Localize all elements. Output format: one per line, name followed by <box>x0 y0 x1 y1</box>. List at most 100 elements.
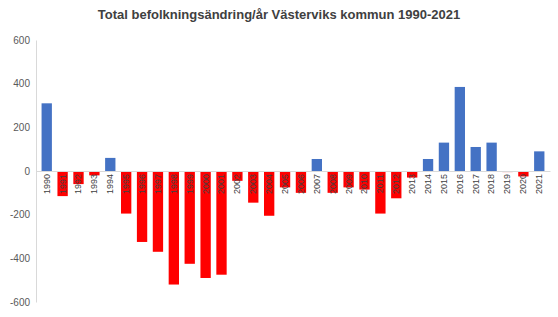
y-tick-label: -400 <box>10 253 30 264</box>
bar <box>312 159 322 171</box>
x-tick-label: 2015 <box>439 174 449 194</box>
bar <box>200 171 210 278</box>
x-tick: 2020 <box>518 174 528 194</box>
x-tick-label: 2019 <box>502 174 512 194</box>
bar <box>471 147 481 171</box>
x-tick: 2003 <box>248 174 258 194</box>
x-tick-label: 2008 <box>328 174 338 194</box>
x-tick-label: 1995 <box>121 174 131 194</box>
bar <box>534 151 544 171</box>
y-tick: 200 <box>13 122 36 133</box>
bar <box>486 143 496 171</box>
x-tick: 2014 <box>423 174 433 194</box>
title: Total befolkningsändring/år Västerviks k… <box>98 7 460 22</box>
x-tick: 1993 <box>89 174 99 194</box>
x-tick: 2017 <box>471 174 481 194</box>
y-tick-label: -600 <box>10 297 30 308</box>
x-tick: 2001 <box>216 174 226 194</box>
bar <box>391 171 401 198</box>
y-tick: 400 <box>13 78 36 89</box>
x-tick: 1995 <box>121 174 131 194</box>
x-tick: 2013 <box>407 174 417 194</box>
y-tick: 0 <box>24 166 36 177</box>
x-tick-label: 2004 <box>264 174 274 194</box>
x-tick: 1990 <box>42 174 52 194</box>
x-tick-label: 2012 <box>391 174 401 194</box>
chart: Total befolkningsändring/år Västerviks k… <box>0 0 558 317</box>
x-axis: 1990 1991 1992 1993 1994 1995 1996 1997 1998 1999… <box>37 172 551 195</box>
x-tick-label: 1999 <box>185 174 195 194</box>
x-tick: 2000 <box>200 174 210 194</box>
y-tick: -400 <box>10 253 36 264</box>
x-tick: 2021 <box>534 174 544 194</box>
x-tick-label: 2018 <box>486 174 496 194</box>
x-tick: 2004 <box>264 174 274 194</box>
bar <box>185 171 195 264</box>
x-tick-label: 1992 <box>73 174 83 194</box>
x-tick-label: 2001 <box>216 174 226 194</box>
bar <box>375 171 385 214</box>
x-tick-label: 2002 <box>232 174 242 194</box>
y-tick: -600 <box>10 297 36 308</box>
y-tick-label: 400 <box>13 78 30 89</box>
y-tick-label: -200 <box>10 209 30 220</box>
x-tick-label: 2011 <box>375 174 385 193</box>
x-tick: 2010 <box>359 174 369 194</box>
x-tick: 2005 <box>280 174 290 194</box>
x-tick-label: 2017 <box>471 174 481 194</box>
x-tick-label: 2013 <box>407 174 417 194</box>
x-tick: 1991 <box>57 174 67 194</box>
y-tick-label: 600 <box>13 35 30 46</box>
bar <box>153 171 163 252</box>
x-tick: 2012 <box>391 174 401 194</box>
x-tick-label: 2000 <box>200 174 210 194</box>
bar <box>57 171 67 196</box>
x-tick-label: 2007 <box>312 174 322 194</box>
x-tick-label: 2005 <box>280 174 290 194</box>
x-tick: 2009 <box>343 174 353 194</box>
x-tick: 2006 <box>296 174 306 194</box>
x-tick: 1996 <box>137 174 147 194</box>
x-tick-label: 2009 <box>343 174 353 194</box>
y-tick-label: 0 <box>24 166 30 177</box>
x-tick: 2002 <box>232 174 242 194</box>
x-tick-label: 1998 <box>169 174 179 194</box>
x-tick-label: 1996 <box>137 174 147 194</box>
x-tick-label: 2014 <box>423 174 433 194</box>
x-tick-label: 1991 <box>57 174 67 194</box>
x-tick-label: 2010 <box>359 174 369 194</box>
x-tick-label: 2021 <box>534 174 544 194</box>
bar <box>455 87 465 171</box>
x-tick: 2019 <box>502 174 512 194</box>
bar <box>423 159 433 171</box>
bar <box>439 143 449 171</box>
x-tick: 2011 <box>375 174 385 193</box>
x-tick: 2007 <box>312 174 322 194</box>
x-tick: 2015 <box>439 174 449 194</box>
x-tick-label: 2003 <box>248 174 258 194</box>
x-tick: 1994 <box>105 174 115 194</box>
bar <box>105 158 115 171</box>
x-tick-label: 1994 <box>105 174 115 194</box>
y-tick-label: 200 <box>13 122 30 133</box>
x-tick-label: 2006 <box>296 174 306 194</box>
y-tick: -200 <box>10 209 36 220</box>
bar <box>264 171 274 216</box>
y-tick: 600 <box>13 35 36 46</box>
x-tick-label: 1993 <box>89 174 99 194</box>
bar <box>42 103 52 171</box>
x-tick-label: 1997 <box>153 174 163 194</box>
bar <box>121 171 131 214</box>
y-axis: -600 -400 -200 0 200 400 600 <box>10 35 37 308</box>
x-tick-label: 2020 <box>518 174 528 194</box>
bar <box>216 171 226 275</box>
bars <box>42 87 545 285</box>
x-tick-label: 1990 <box>42 174 52 194</box>
x-tick: 2016 <box>455 174 465 194</box>
bar <box>137 171 147 242</box>
x-axis-line <box>37 171 551 172</box>
x-tick: 1997 <box>153 174 163 194</box>
x-tick: 2018 <box>486 174 496 194</box>
bar <box>169 171 179 285</box>
x-tick: 1999 <box>185 174 195 194</box>
